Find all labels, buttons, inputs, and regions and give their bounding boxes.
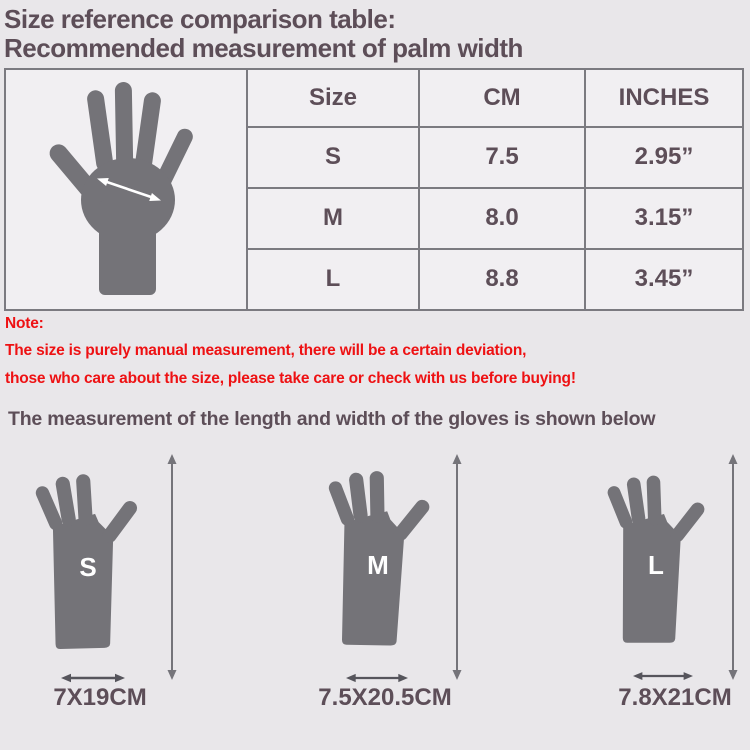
width-arrow-icon-s bbox=[61, 673, 125, 683]
table-row-l: L 8.8 3.45” bbox=[5, 247, 744, 312]
size-cell: L bbox=[246, 247, 420, 312]
size-cell: M bbox=[246, 186, 420, 250]
glove-size-label-m: M bbox=[367, 550, 389, 580]
size-table: Size CM INCHES S 7.5 2.95” M 8.0 3.15” L… bbox=[4, 68, 744, 312]
col-header-cm: CM bbox=[418, 68, 586, 128]
cm-cell: 8.8 bbox=[418, 247, 586, 312]
measurement-caption: The measurement of the length and width … bbox=[8, 408, 656, 430]
title-line-1: Size reference comparison table: bbox=[4, 4, 396, 34]
col-header-inches: INCHES bbox=[584, 68, 744, 128]
length-arrow-icon-s bbox=[167, 454, 177, 680]
glove-size-label-s: S bbox=[79, 552, 97, 582]
length-arrow-icon-m bbox=[452, 454, 462, 680]
glove-dimensions-m: 7.5X20.5CM bbox=[318, 684, 452, 711]
col-header-size: Size bbox=[246, 68, 420, 128]
table-row-m: M 8.0 3.15” bbox=[5, 186, 744, 250]
inches-cell: 3.15” bbox=[584, 186, 744, 250]
width-arrow-icon-m bbox=[346, 673, 408, 683]
hand-illustration-cell bbox=[4, 68, 248, 311]
title-line-2: Recommended measurement of palm width bbox=[4, 33, 523, 63]
table-header-row: Size CM INCHES bbox=[4, 68, 744, 311]
note-label: Note: bbox=[5, 315, 44, 332]
inches-cell: 3.45” bbox=[584, 247, 744, 312]
page-title: Size reference comparison table: Recomme… bbox=[4, 5, 523, 63]
hand-palm-width-icon bbox=[49, 82, 193, 295]
length-arrow-icon-l bbox=[728, 454, 738, 680]
inches-cell: 2.95” bbox=[584, 125, 744, 189]
glove-size-label-l: L bbox=[648, 550, 664, 580]
note-line-1: The size is purely manual measurement, t… bbox=[5, 342, 527, 359]
glove-dimensions-l: 7.8X21CM bbox=[618, 684, 732, 711]
size-cell: S bbox=[246, 125, 420, 189]
cm-cell: 8.0 bbox=[418, 186, 586, 250]
note-line-2: those who care about the size, please ta… bbox=[5, 370, 576, 387]
glove-dimensions-s: 7X19CM bbox=[53, 684, 147, 711]
table-row-s: S 7.5 2.95” bbox=[5, 125, 744, 189]
palm-width-arrow-icon bbox=[97, 178, 161, 201]
cm-cell: 7.5 bbox=[418, 125, 586, 189]
width-arrow-icon-l bbox=[633, 672, 693, 680]
